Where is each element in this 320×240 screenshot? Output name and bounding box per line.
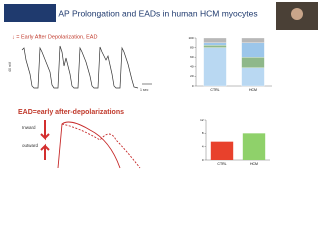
bar-chart: 0 4 8 12 CTRL HCM (200, 118, 270, 166)
background (0, 0, 320, 180)
scale-voltage: 40 mV (8, 61, 12, 72)
bar (210, 141, 234, 160)
inward-label: Inward (22, 125, 36, 130)
inward-arrow (40, 120, 50, 141)
bar-segment (203, 45, 227, 48)
y-tick-label: 80 (190, 45, 194, 49)
ead-title: EAD=early after-depolarizations (18, 109, 124, 116)
outward-label: outward (22, 143, 39, 148)
bar-segment (203, 42, 227, 46)
bar-segment (203, 47, 227, 87)
y-tick-label: 0 (202, 158, 204, 162)
webcam-person (291, 8, 303, 20)
slide: AP Prolongation and EADs in human HCM my… (0, 0, 320, 180)
slide-title: AP Prolongation and EADs in human HCM my… (58, 8, 257, 18)
logo (4, 4, 56, 22)
y-tick-label: 40 (190, 65, 194, 69)
y-tick-label: 4 (202, 144, 204, 148)
bar-segment (241, 57, 265, 68)
ead-curve (61, 123, 141, 169)
bar-segment (241, 42, 265, 58)
bar-segment (203, 37, 227, 43)
bar-segment (241, 37, 265, 43)
y-tick-label: 20 (190, 74, 194, 78)
x-tick-label: CTRL (210, 88, 219, 92)
stacked-chart: 0 20 40 60 80 100 CTRL HCM (188, 36, 272, 92)
y-tick-label: 12 (200, 118, 204, 122)
x-tick-label: CTRL (217, 162, 226, 166)
x-tick-label: HCM (250, 162, 258, 166)
trace-legend: ↓ = Early After Depolarization, EAD (12, 34, 97, 40)
y-tick-label: 8 (202, 131, 204, 135)
ap-curve (57, 121, 121, 169)
bar (242, 133, 266, 160)
bar-segment (241, 67, 265, 87)
y-tick-label: 100 (188, 36, 193, 40)
outward-arrow (40, 143, 50, 160)
y-tick-label: 60 (190, 55, 194, 59)
ap-trace (21, 45, 139, 89)
y-tick-label: 0 (192, 84, 194, 88)
scale-time: 1 sec (140, 88, 149, 92)
slide-canvas: AP Prolongation and EADs in human HCM my… (0, 0, 320, 180)
x-tick-label: HCM (249, 88, 257, 92)
